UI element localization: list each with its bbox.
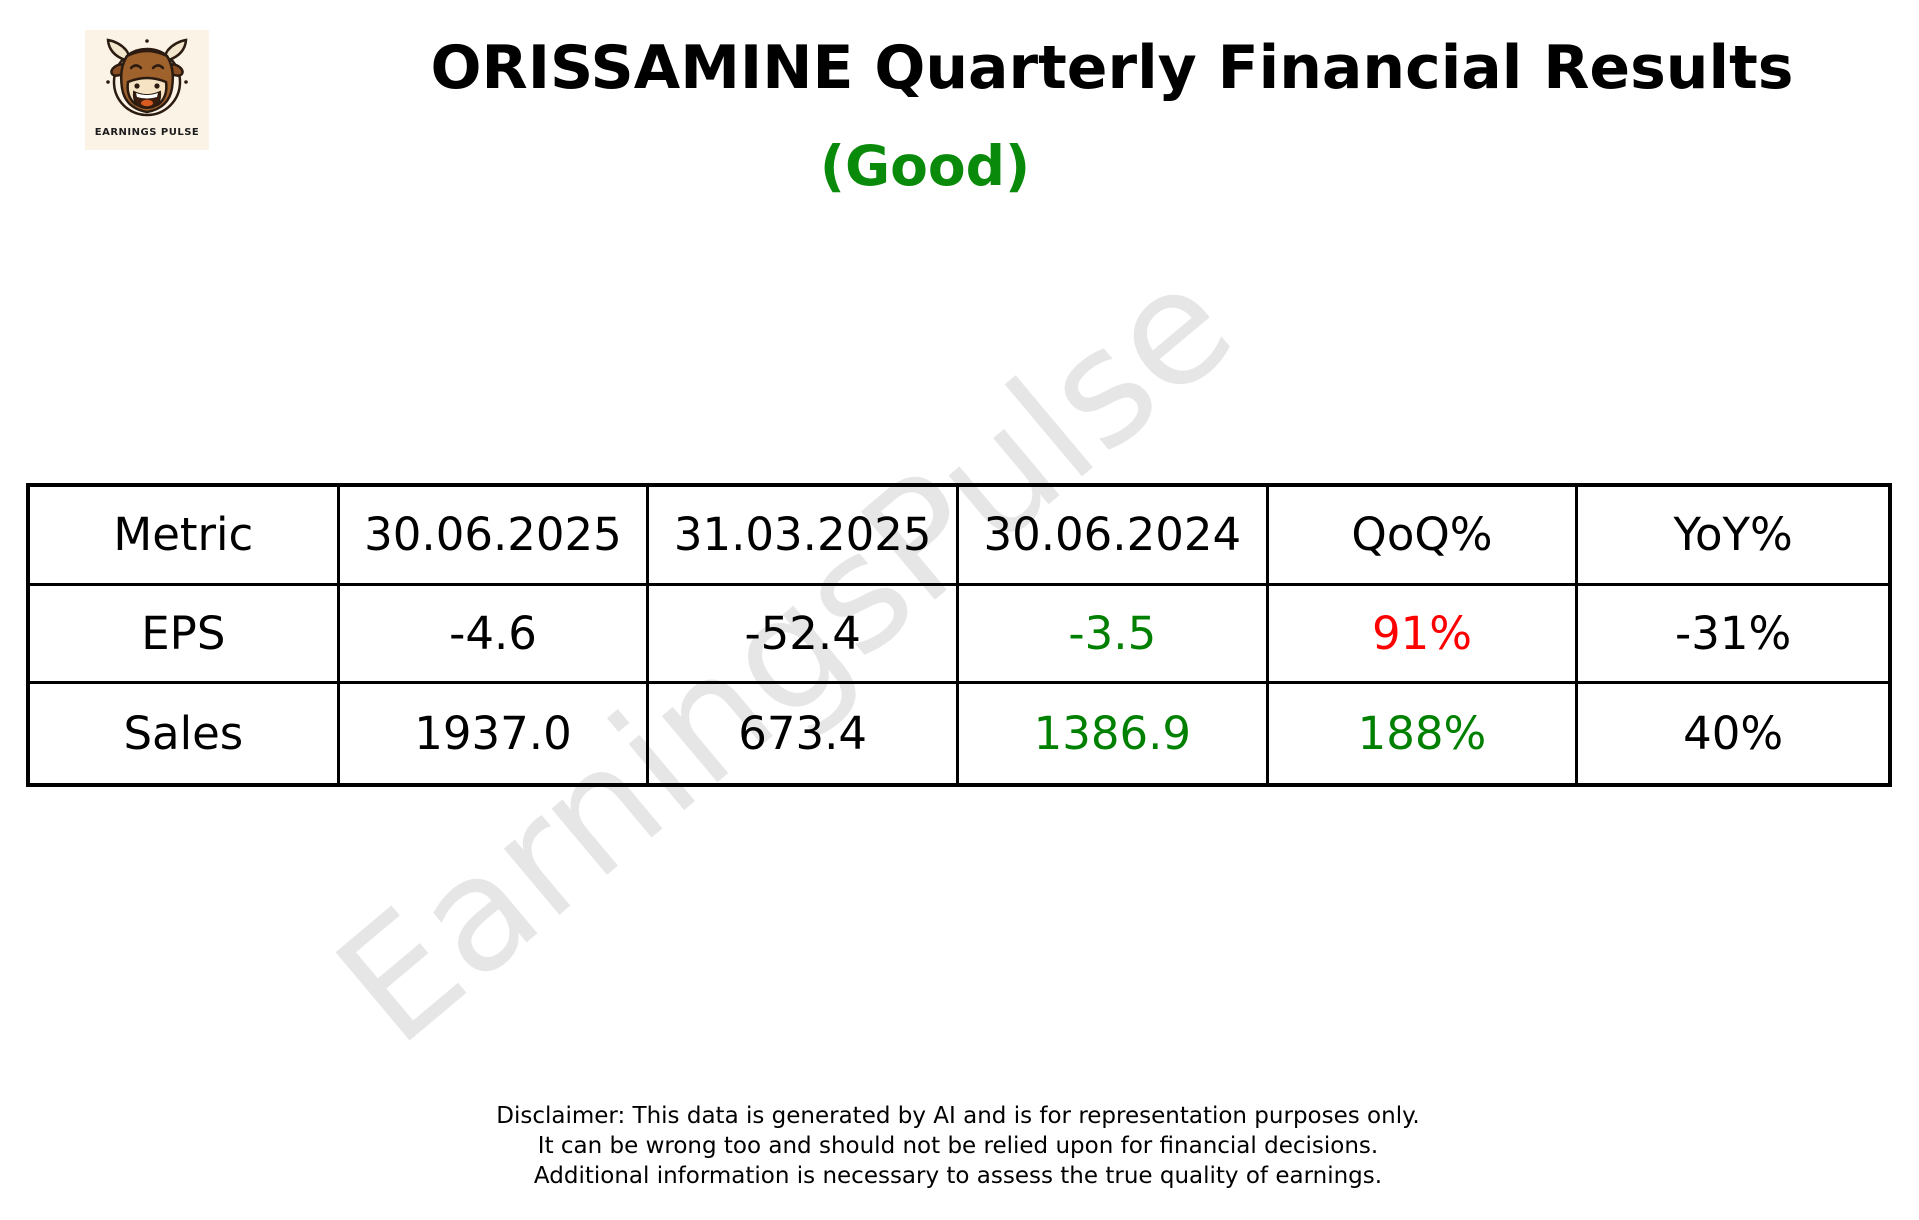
- eps-previous-value: -52.4: [649, 585, 959, 685]
- col-header-q-previous: 31.03.2025: [649, 487, 959, 586]
- eps-qoq-value: 91%: [1268, 585, 1579, 685]
- col-header-yoy: YoY%: [1578, 487, 1888, 586]
- verdict-label: (Good): [819, 134, 1031, 198]
- sales-current-value: 1937.0: [340, 684, 650, 783]
- eps-yoy-value: -31%: [1578, 586, 1888, 685]
- disclaimer-line-1: Disclaimer: This data is generated by AI…: [496, 1103, 1420, 1129]
- sales-yoy-value: 40%: [1683, 707, 1784, 761]
- logo-wordmark: EARNINGS PULSE: [94, 127, 200, 138]
- sales-previous-value: 673.4: [649, 684, 959, 783]
- earnings-pulse-logo: EARNINGS PULSE: [85, 30, 209, 150]
- eps-yearago-value: -3.5: [958, 585, 1269, 685]
- sales-qoq-value: 188%: [1269, 684, 1579, 783]
- disclaimer-line-2: It can be wrong too and should not be re…: [537, 1133, 1379, 1159]
- col-header-q-current: 30.06.2025: [339, 487, 650, 586]
- disclaimer-line-3: Additional information is necessary to a…: [533, 1163, 1383, 1189]
- eps-current-value: -4.6: [339, 585, 650, 685]
- financial-results-table: Metric 30.06.2025 31.03.2025 30.06.2024 …: [26, 483, 1892, 787]
- sales-yearago-value: 1386.9: [959, 684, 1269, 783]
- page-title: ORISSAMINE Quarterly Financial Results: [430, 33, 1794, 103]
- col-header-q-yearago: 30.06.2024: [958, 487, 1269, 586]
- col-header-qoq: QoQ%: [1268, 487, 1579, 586]
- disclaimer: Disclaimer: This data is generated by AI…: [496, 1101, 1419, 1191]
- bull-logo-icon: [106, 38, 188, 117]
- col-header-metric: Metric: [30, 487, 340, 586]
- eps-row-label: EPS: [30, 585, 340, 685]
- sales-row-label: Sales: [30, 684, 340, 783]
